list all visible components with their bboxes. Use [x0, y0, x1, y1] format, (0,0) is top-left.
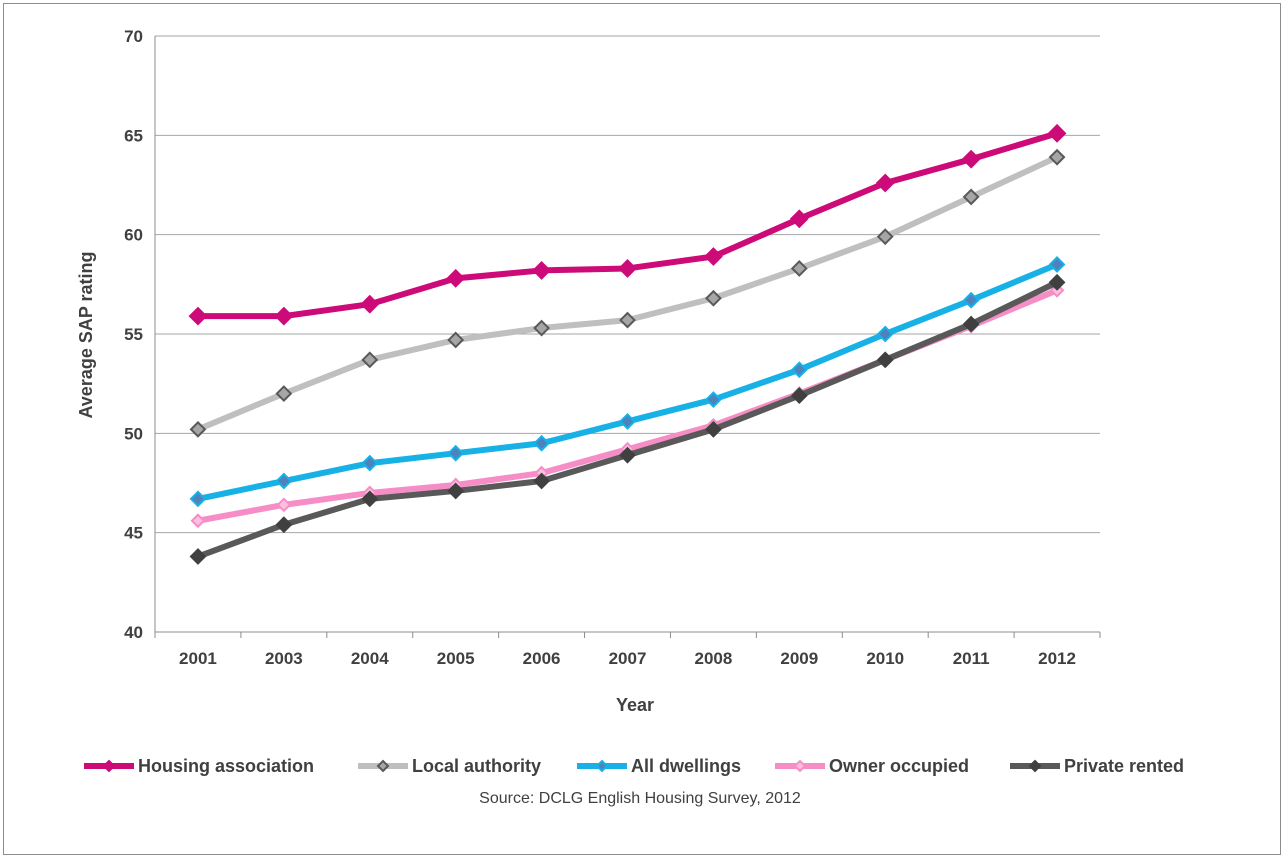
series-all-dwellings — [189, 256, 1066, 508]
data-point — [619, 446, 636, 464]
data-point — [533, 434, 551, 452]
x-tick-label: 2004 — [351, 649, 389, 668]
data-point — [962, 315, 980, 333]
series-line — [196, 154, 1059, 433]
data-point — [790, 361, 808, 379]
legend: Housing association Local authority All dw… — [84, 756, 1184, 776]
data-point — [275, 472, 293, 490]
y-tick-label: 45 — [124, 524, 143, 543]
data-point — [962, 291, 980, 309]
data-point — [361, 351, 379, 369]
data-point — [619, 311, 636, 329]
data-point — [790, 387, 808, 405]
x-tick-label: 2003 — [265, 649, 303, 668]
data-point — [188, 306, 208, 326]
x-tick-label: 2009 — [780, 649, 818, 668]
data-point — [446, 268, 466, 288]
data-point — [1048, 273, 1066, 291]
legend-label: All dwellings — [631, 756, 741, 776]
gridlines — [155, 35, 1100, 633]
legend-label: Private rented — [1064, 756, 1184, 776]
legend-item: Private rented — [1010, 756, 1184, 776]
data-point — [619, 412, 636, 430]
data-point — [704, 289, 722, 307]
data-point — [189, 420, 207, 438]
data-point — [1048, 148, 1066, 166]
x-tick-label: 2005 — [437, 649, 475, 668]
data-point — [962, 188, 980, 206]
data-point — [532, 261, 552, 280]
series-private-rented — [189, 273, 1066, 565]
data-point — [190, 513, 206, 529]
data-point — [789, 209, 809, 229]
x-tick-label: 2011 — [953, 649, 990, 668]
data-point — [1047, 123, 1067, 143]
series-local-authority — [189, 148, 1066, 438]
data-point — [447, 482, 465, 500]
data-point — [1048, 256, 1066, 273]
x-tick-label: 2007 — [609, 649, 647, 668]
chart-frame: 40 45 50 55 60 65 70 2001 2003 2004 2005 2006 2007 2… — [3, 3, 1281, 855]
data-point — [275, 516, 293, 534]
data-point — [876, 325, 894, 343]
legend-item: Owner occupied — [775, 756, 969, 776]
data-point — [876, 228, 894, 246]
x-tick-label: 2012 — [1038, 649, 1076, 668]
x-tick-label: 2006 — [523, 649, 561, 668]
data-point — [704, 420, 722, 438]
data-point — [361, 490, 379, 508]
series-lines — [188, 123, 1067, 565]
data-point — [447, 444, 465, 462]
legend-marker — [793, 759, 807, 773]
data-point — [276, 497, 292, 513]
data-point — [703, 247, 723, 266]
y-tick-label: 50 — [124, 424, 143, 443]
data-point — [361, 454, 379, 472]
data-point — [360, 294, 380, 314]
x-tick-label: 2010 — [866, 649, 904, 668]
y-tick-label: 40 — [124, 623, 143, 642]
data-point — [275, 385, 293, 403]
y-tick-label: 55 — [124, 325, 143, 344]
legend-marker — [102, 759, 116, 773]
data-point — [876, 351, 894, 369]
data-point — [790, 260, 808, 277]
x-tick-label: 2008 — [694, 649, 732, 668]
data-point — [274, 306, 294, 326]
legend-marker — [376, 759, 390, 773]
data-point — [447, 331, 465, 349]
y-tick-label: 70 — [124, 27, 143, 46]
data-point — [961, 149, 981, 169]
data-point — [189, 548, 207, 565]
series-line — [197, 130, 1058, 320]
legend-label: Housing association — [138, 756, 314, 776]
y-tick-label: 65 — [124, 126, 143, 145]
x-tick-label: 2001 — [179, 649, 217, 668]
data-point — [704, 391, 722, 408]
data-point — [189, 490, 207, 508]
y-tick-label: 60 — [124, 226, 143, 245]
axes — [154, 36, 1101, 638]
series-line — [197, 261, 1059, 502]
data-point — [533, 319, 551, 337]
y-axis-title: Average SAP rating — [76, 251, 96, 418]
x-tick-labels: 2001 2003 2004 2005 2006 2007 2008 2009 2010 2011… — [179, 649, 1076, 668]
series-housing-association — [188, 123, 1067, 326]
legend-marker — [1028, 759, 1042, 773]
data-point — [533, 472, 551, 490]
data-point — [618, 259, 637, 278]
data-point — [875, 173, 895, 193]
source-note: Source: DCLG English Housing Survey, 201… — [479, 790, 801, 807]
y-tick-labels: 40 45 50 55 60 65 70 — [124, 27, 143, 642]
legend-item: All dwellings — [577, 756, 741, 776]
legend-item: Housing association — [84, 756, 314, 776]
legend-label: Owner occupied — [829, 756, 969, 776]
legend-marker — [595, 759, 609, 773]
legend-item: Local authority — [358, 756, 541, 776]
x-axis-title: Year — [616, 695, 654, 715]
legend-label: Local authority — [412, 756, 541, 776]
